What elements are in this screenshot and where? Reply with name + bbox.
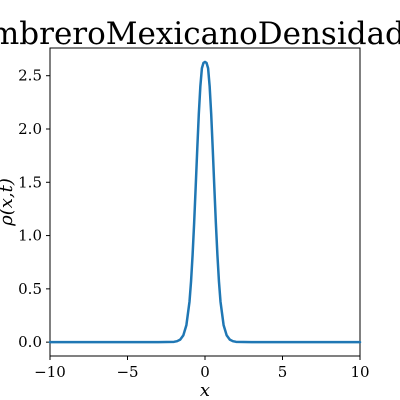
y-tick-label: 0.5: [18, 280, 42, 298]
density-line: [48, 60, 362, 344]
y-tick-label: 1.0: [18, 227, 42, 245]
plot-area: −10 −5 0 5 10 0.0 0.5 1.0 1.5 2.0 2.5: [18, 47, 370, 381]
y-axis-label: ρ(x,t): [0, 178, 17, 227]
y-tick-label: 2.0: [18, 120, 42, 138]
x-tick-label: 5: [278, 363, 288, 381]
y-tick-label: 1.5: [18, 173, 42, 191]
x-tick-label: 10: [350, 363, 369, 381]
x-tick-label: −5: [116, 363, 138, 381]
series-layer: [48, 60, 362, 344]
x-tick-label: −10: [34, 363, 66, 381]
y-tick-label: 2.5: [18, 67, 42, 85]
y-tick-label: 0.0: [18, 333, 42, 351]
x-tick-label: 0: [200, 363, 210, 381]
ticks-layer: −10 −5 0 5 10 0.0 0.5 1.0 1.5 2.0 2.5: [18, 67, 369, 381]
x-axis-label: x: [200, 380, 210, 400]
chart-title: SombreroMexicanoDensidad.gif: [0, 16, 400, 52]
axes-frame: [49, 47, 361, 357]
